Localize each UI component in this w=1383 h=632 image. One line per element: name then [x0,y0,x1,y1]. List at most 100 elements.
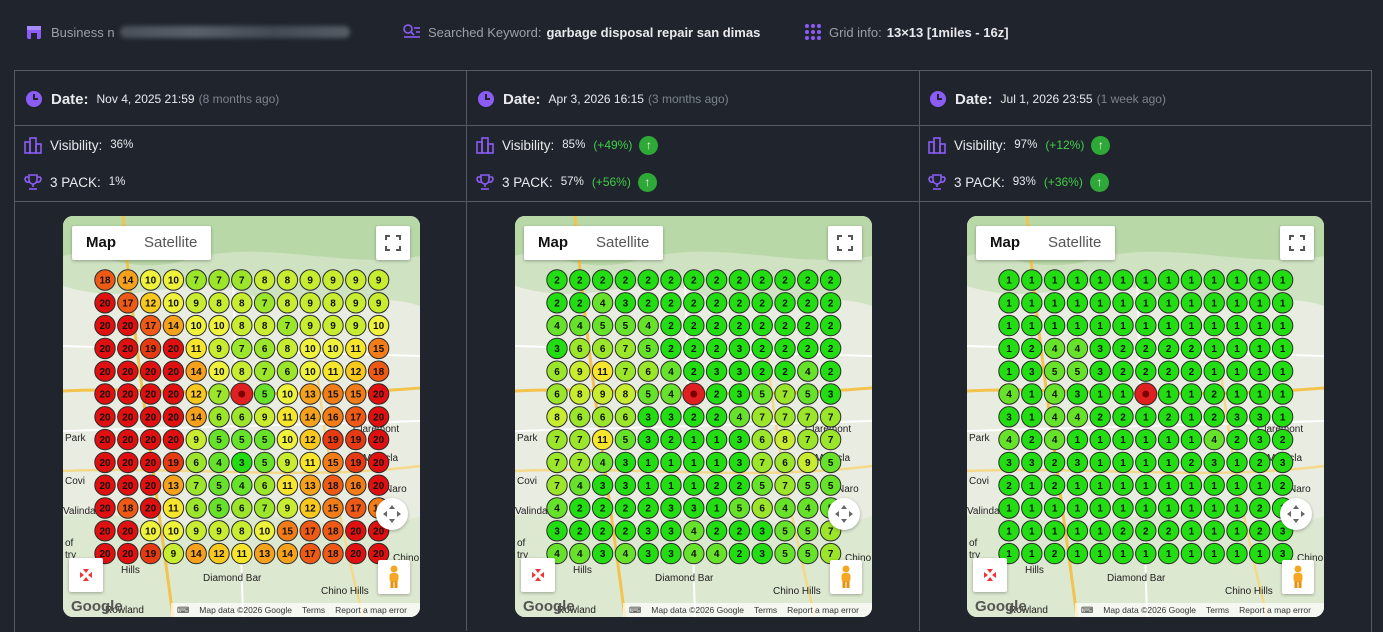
rank-cell[interactable]: 3 [1249,406,1271,428]
rank-cell[interactable]: 1 [998,314,1020,337]
rank-cell[interactable]: 8 [276,292,299,314]
rank-cell[interactable]: 11 [231,542,253,565]
rank-cell[interactable]: 2 [637,269,659,291]
rank-cell[interactable]: 3 [728,337,751,360]
rank-cell[interactable]: 20 [139,474,162,496]
rank-cell[interactable]: 9 [299,292,321,314]
rank-cell[interactable]: 4 [637,314,659,337]
rank-cell[interactable]: 6 [751,497,773,519]
rank-cell[interactable]: 2 [705,292,728,314]
rank-cell[interactable]: 1 [1021,383,1043,405]
rank-cell[interactable]: 9 [322,314,344,337]
rank-cell[interactable]: 9 [345,292,367,314]
rank-cell[interactable]: 1 [1021,314,1043,337]
rank-cell[interactable]: 4 [1043,406,1066,428]
rank-cell[interactable]: 16 [322,406,344,428]
rank-cell[interactable]: 2 [751,269,773,291]
rank-cell[interactable]: 1 [1066,292,1089,314]
rank-cell[interactable]: 11 [299,451,321,474]
rank-cell[interactable]: 3 [614,292,637,314]
rank-cell[interactable]: 10 [367,314,390,337]
rank-cell[interactable]: 3 [819,383,842,405]
rank-cell[interactable]: 2 [1089,406,1111,428]
rank-cell[interactable]: 10 [139,269,162,291]
rank-cell[interactable]: 4 [1043,428,1066,451]
rank-cell[interactable]: 5 [253,383,276,405]
rank-cell[interactable]: 2 [705,269,728,291]
rank-cell[interactable]: 10 [299,337,321,360]
rank-cell[interactable]: 5 [208,474,230,496]
rank-cell[interactable]: 5 [1066,360,1089,382]
rank-cell[interactable]: 20 [139,383,162,405]
rank-cell[interactable]: 3 [660,497,682,519]
rank-cell[interactable]: 1 [1089,314,1111,337]
rank-cell[interactable]: 20 [162,383,185,405]
rank-cell[interactable]: 1 [1203,360,1225,382]
rank-cell[interactable]: 1 [1066,428,1089,451]
street-view-button[interactable] [1282,560,1314,594]
rank-cell[interactable]: 19 [162,451,185,474]
rank-cell[interactable]: 1 [1066,314,1089,337]
rank-cell[interactable]: 3 [998,451,1020,474]
rank-cell[interactable]: 20 [367,428,390,451]
rank-cell[interactable]: 3 [728,428,751,451]
rank-cell[interactable]: 11 [276,474,299,496]
rank-map[interactable]: ParkCoviValindaoftryMontclaNaroChinoChin… [63,216,420,617]
rank-cell[interactable]: 15 [322,497,344,519]
rank-cell[interactable]: 1 [1066,497,1089,519]
rank-cell[interactable]: 2 [728,292,751,314]
rank-cell[interactable]: 8 [231,520,253,542]
rank-cell[interactable]: 1 [998,337,1020,360]
rank-cell[interactable]: 2 [1043,542,1066,565]
tab-satellite[interactable]: Satellite [144,234,198,251]
rank-cell[interactable]: 6 [253,337,276,360]
rank-cell[interactable]: 6 [774,451,796,474]
rank-cell[interactable]: 5 [797,383,819,405]
rank-cell[interactable]: 2 [614,520,637,542]
rank-cell[interactable]: 7 [774,406,796,428]
rank-cell[interactable]: 1 [1249,383,1271,405]
rank-cell[interactable]: 7 [253,292,276,314]
rank-cell[interactable]: 4 [1066,406,1089,428]
rank-cell[interactable]: 2 [751,314,773,337]
rank-cell[interactable]: 20 [117,383,139,405]
rank-cell[interactable]: 9 [299,314,321,337]
rank-cell[interactable]: 7 [569,428,591,451]
rank-cell[interactable]: 1 [1249,314,1271,337]
pan-control[interactable] [828,498,860,530]
rank-cell[interactable]: 9 [322,269,344,291]
rank-cell[interactable]: 1 [1043,497,1066,519]
rank-cell[interactable]: 9 [591,383,614,405]
rank-cell[interactable]: 1 [1043,292,1066,314]
pan-control[interactable] [1280,498,1312,530]
rank-cell[interactable]: 3 [660,520,682,542]
rank-cell[interactable]: 1 [705,451,728,474]
rank-cell[interactable]: 10 [322,337,344,360]
rank-cell[interactable]: 20 [139,406,162,428]
rank-cell[interactable]: 3 [1089,360,1111,382]
rank-cell[interactable]: 2 [637,497,659,519]
rank-cell[interactable]: 8 [253,314,276,337]
rank-cell[interactable]: 18 [322,542,344,565]
rank-cell[interactable]: 18 [367,360,390,382]
rank-cell[interactable]: 1 [998,269,1020,291]
rank-cell[interactable]: 19 [139,542,162,565]
rank-cell[interactable]: 1 [1021,542,1043,565]
rank-cell[interactable]: 2 [1043,474,1066,496]
rank-cell[interactable]: 1 [1089,520,1111,542]
rank-cell[interactable]: 1 [1203,292,1225,314]
map-type-toggle[interactable]: Map Satellite [72,226,212,260]
rank-cell[interactable]: 4 [208,451,230,474]
rank-cell[interactable]: 19 [345,428,367,451]
rank-cell[interactable]: 1 [1089,269,1111,291]
rank-cell[interactable]: 20 [117,337,139,360]
rank-cell[interactable]: 19 [322,428,344,451]
rank-cell[interactable]: 20 [117,542,139,565]
rank-cell[interactable]: 1 [1043,269,1066,291]
rank-cell[interactable]: 7 [751,451,773,474]
rank-cell[interactable]: 1 [1271,269,1294,291]
rank-cell[interactable]: 8 [231,314,253,337]
rank-cell[interactable]: 1 [660,451,682,474]
rank-cell[interactable]: 2 [1112,337,1134,360]
report-error-link[interactable]: Report a map error [787,605,859,615]
